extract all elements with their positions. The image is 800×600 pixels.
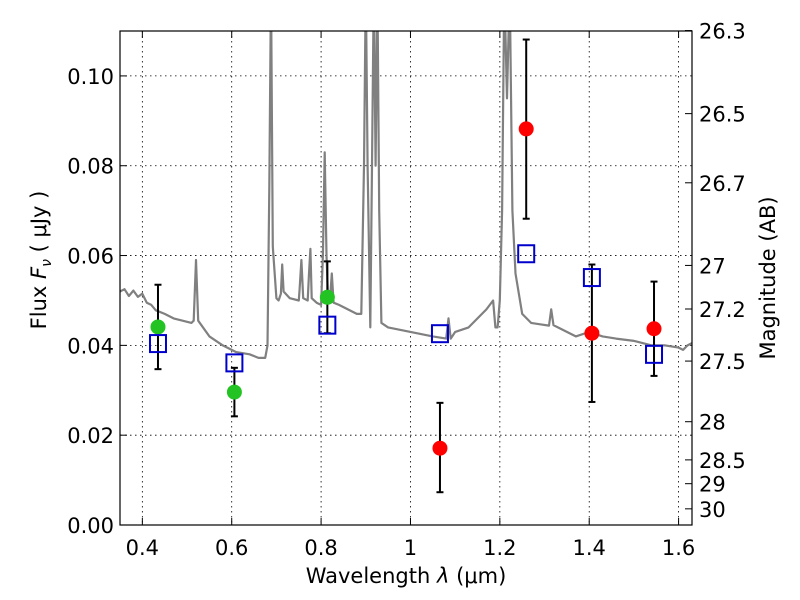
- y2-axis-label: Magnitude (AB): [756, 196, 780, 359]
- model-point-square: [430, 324, 449, 344]
- spectrum-line: [120, 31, 692, 359]
- y2-tick-label: 26.5: [699, 103, 746, 127]
- photometry-points: [148, 38, 664, 494]
- y2-tick-label: 27.2: [699, 298, 746, 322]
- x-tick-label: 1.6: [662, 536, 695, 560]
- y2-tick-label: 27: [699, 254, 726, 278]
- y2-tick-label: 26.7: [699, 172, 746, 196]
- y-tick-label: 0.04: [67, 334, 114, 358]
- y-tick-label: 0.06: [67, 245, 114, 269]
- x-tick-label: 0.6: [215, 536, 248, 560]
- x-tick-label: 1.4: [573, 536, 606, 560]
- model-point-square: [582, 268, 601, 288]
- data-point: [646, 321, 662, 337]
- y-tick-label: 0.00: [67, 514, 114, 538]
- x-tick-label: 1: [404, 536, 417, 560]
- model-point-square: [225, 353, 244, 373]
- model-point-square: [148, 334, 167, 354]
- x-tick-label: 0.4: [126, 536, 159, 560]
- data-point: [584, 325, 600, 341]
- y-tick-label: 0.02: [67, 424, 114, 448]
- y2-tick-label: 27.5: [699, 350, 746, 374]
- y2-tick-label: 30: [699, 498, 726, 522]
- x-axis-label: Wavelength λ (μm): [306, 564, 507, 588]
- x-tick-label: 0.8: [304, 536, 337, 560]
- x-tick-label: 1.2: [483, 536, 516, 560]
- y2-tick-label: 28.5: [699, 449, 746, 473]
- data-point: [319, 289, 335, 305]
- y2-tick-label: 26.3: [699, 20, 746, 44]
- data-point: [226, 384, 242, 400]
- y2-tick-label: 29: [699, 473, 726, 497]
- plot-frame: [119, 30, 693, 526]
- data-point: [518, 121, 534, 137]
- grid: [120, 31, 692, 526]
- y-tick-label: 0.08: [67, 155, 114, 179]
- data-point: [150, 319, 166, 335]
- axis-ticks: 0.4 0.6 0.8 1 1.2 1.4 1.6 0.00 0.02 0.04 0.06 0.08 0…: [67, 20, 746, 560]
- y-tick-label: 0.10: [67, 65, 114, 89]
- y-axis-label: Flux Fν ( μJy ): [27, 191, 55, 330]
- model-spectrum: [120, 31, 692, 359]
- model-point-square: [517, 244, 536, 264]
- y2-tick-label: 28: [699, 411, 726, 435]
- model-point-square: [318, 315, 337, 335]
- model-point-square: [645, 344, 664, 364]
- data-point: [432, 440, 448, 456]
